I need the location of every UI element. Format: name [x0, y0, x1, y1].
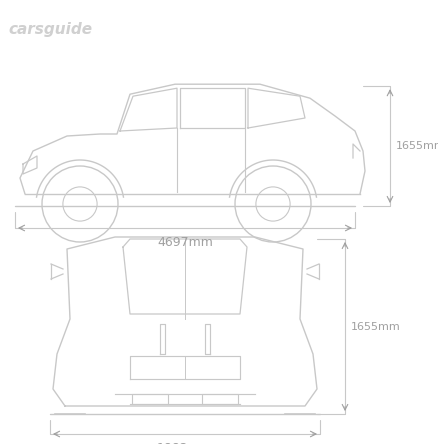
Text: 1655mm: 1655mm: [351, 321, 401, 332]
Text: 1655mm: 1655mm: [396, 141, 438, 151]
Text: 4697mm: 4697mm: [157, 236, 213, 249]
Text: 1882mm: 1882mm: [157, 442, 213, 444]
Text: carsguide: carsguide: [8, 22, 92, 37]
